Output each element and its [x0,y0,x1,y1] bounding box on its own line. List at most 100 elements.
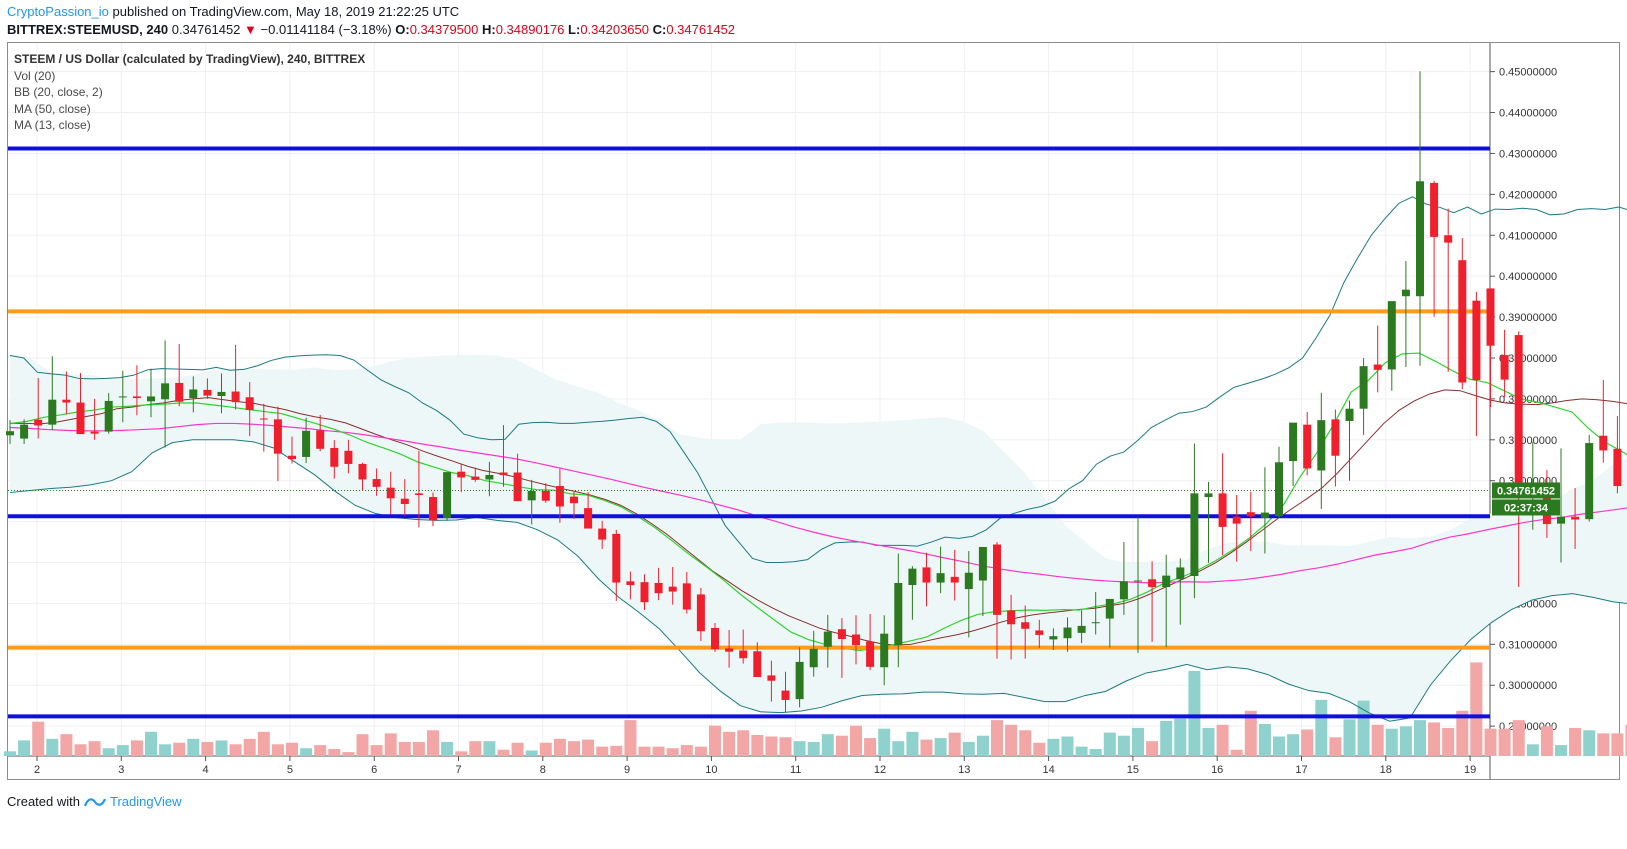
candle-body[interactable] [485,474,494,480]
candle-body[interactable] [344,450,353,464]
candle-body[interactable] [1204,493,1213,498]
candle-body[interactable] [1289,422,1298,462]
candle-body[interactable] [1049,636,1058,640]
candle-body[interactable] [1430,182,1439,237]
candle-body[interactable] [132,396,141,399]
candle-body[interactable] [1176,567,1185,580]
author-link[interactable]: CryptoPassion_io [7,4,109,19]
candle-body[interactable] [598,528,607,540]
candle-body[interactable] [1613,448,1622,487]
chart-frame[interactable] [7,42,1620,780]
candle-body[interactable] [894,582,903,646]
candle-body[interactable] [189,389,198,399]
candle-body[interactable] [1599,435,1608,451]
candle-body[interactable] [1486,288,1495,346]
candle-body[interactable] [880,633,889,668]
candle-body[interactable] [62,399,71,403]
candle-body[interactable] [936,573,945,583]
candle-body[interactable] [6,431,14,436]
candle-body[interactable] [612,533,621,583]
candle-body[interactable] [950,576,959,583]
candle-body[interactable] [499,472,508,475]
candle-body[interactable] [372,479,381,487]
candle-body[interactable] [1571,516,1580,520]
candle-body[interactable] [570,496,578,504]
candle-body[interactable] [429,497,437,521]
candle-body[interactable] [1275,462,1283,517]
candle-body[interactable] [1134,580,1142,582]
candle-body[interactable] [1514,335,1523,489]
candle-body[interactable] [654,582,663,594]
candle-body[interactable] [1458,260,1467,383]
candle-body[interactable] [1387,301,1396,370]
candle-body[interactable] [668,586,677,592]
candle-body[interactable] [20,424,29,439]
candle-body[interactable] [443,472,452,518]
candle-body[interactable] [725,648,734,652]
candle-body[interactable] [34,419,43,426]
candle-body[interactable] [795,661,804,700]
candle-body[interactable] [1317,420,1326,471]
candle-body[interactable] [1190,493,1199,577]
candle-body[interactable] [809,648,818,668]
candle-body[interactable] [739,650,748,659]
candle-body[interactable] [1373,364,1382,370]
candle-body[interactable] [273,419,282,454]
candle-body[interactable] [1091,622,1100,624]
candle-body[interactable] [147,396,155,402]
candle-body[interactable] [1218,493,1227,527]
candle-body[interactable] [682,583,691,610]
candle-body[interactable] [993,544,1001,615]
candle-body[interactable] [978,546,987,581]
candle-body[interactable] [358,463,367,480]
candle-body[interactable] [76,402,85,435]
candle-body[interactable] [330,447,339,467]
candle-body[interactable] [541,490,550,501]
candle-body[interactable] [626,581,635,586]
candle-body[interactable] [837,629,846,640]
candle-body[interactable] [964,572,973,590]
candle-body[interactable] [104,400,113,432]
candle-body[interactable] [1557,516,1565,524]
candle-body[interactable] [1119,581,1128,600]
candle-body[interactable] [555,486,564,507]
candle-body[interactable] [696,594,705,632]
candle-body[interactable] [527,490,536,501]
candle-body[interactable] [1035,630,1044,635]
candle-body[interactable] [922,567,931,583]
candle-body[interactable] [1585,443,1594,520]
candle-body[interactable] [90,431,99,434]
candle-body[interactable] [161,383,170,400]
candle-body[interactable] [513,472,522,502]
candle-body[interactable] [753,651,762,678]
candle-body[interactable] [1401,289,1410,297]
legend-ma50[interactable]: MA (50, close) [14,101,91,116]
candle-body[interactable] [1260,512,1269,518]
candle-body[interactable] [386,487,395,499]
candle-body[interactable] [1148,579,1157,588]
candle-body[interactable] [1444,235,1453,243]
candle-body[interactable] [1359,366,1368,409]
tradingview-brand[interactable]: TradingView [109,794,182,809]
candle-body[interactable] [457,471,466,478]
legend-ma13[interactable]: MA (13, close) [14,118,91,133]
legend-volume[interactable]: Vol (20) [14,68,56,83]
candle-body[interactable] [711,627,719,650]
candle-body[interactable] [400,498,409,505]
candle-body[interactable] [203,389,212,396]
candle-body[interactable] [584,508,593,529]
legend-bollinger[interactable]: BB (20, close, 2) [14,85,103,100]
candle-body[interactable] [852,634,860,646]
candle-body[interactable] [175,382,184,402]
candle-body[interactable] [259,418,268,420]
candle-body[interactable] [866,641,875,667]
candle-body[interactable] [823,631,832,647]
candle-body[interactable] [1232,516,1241,524]
candle-body[interactable] [231,391,240,403]
candle-body[interactable] [471,476,480,480]
candle-body[interactable] [1345,408,1354,421]
candle-body[interactable] [1063,627,1072,639]
candle-body[interactable] [245,397,254,410]
candle-body[interactable] [1077,625,1086,633]
